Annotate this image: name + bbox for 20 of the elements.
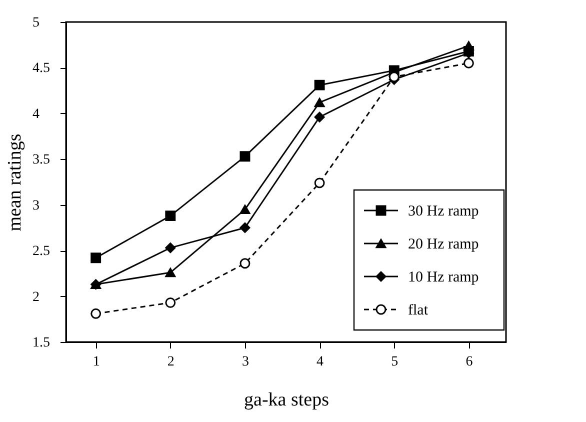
y-tick-label: 1.5 xyxy=(32,336,50,350)
legend-label: 10 Hz ramp xyxy=(408,270,479,286)
x-axis-title: ga-ka steps xyxy=(244,390,329,410)
y-tick-label: 2.5 xyxy=(32,244,50,260)
x-tick-label: 1 xyxy=(92,354,100,370)
y-tick-label: 2 xyxy=(32,290,40,305)
x-tick-label: 2 xyxy=(167,354,174,370)
x-tick-label: 4 xyxy=(316,354,324,370)
legend-label: 30 Hz ramp xyxy=(408,204,479,220)
x-tick-label: 3 xyxy=(242,354,249,370)
y-tick-label: 5 xyxy=(32,16,40,30)
x-tick-label: 5 xyxy=(391,354,398,370)
x-tick-label: 6 xyxy=(466,354,473,370)
y-axis-title: mean ratings xyxy=(4,134,26,232)
legend-label: 20 Hz ramp xyxy=(408,236,479,252)
y-tick-label: 4.5 xyxy=(32,61,50,76)
legend-label: flat xyxy=(408,302,429,318)
y-tick-label: 4 xyxy=(32,106,40,122)
y-tick-label: 3.5 xyxy=(32,152,50,168)
y-tick-label: 3 xyxy=(32,198,40,214)
